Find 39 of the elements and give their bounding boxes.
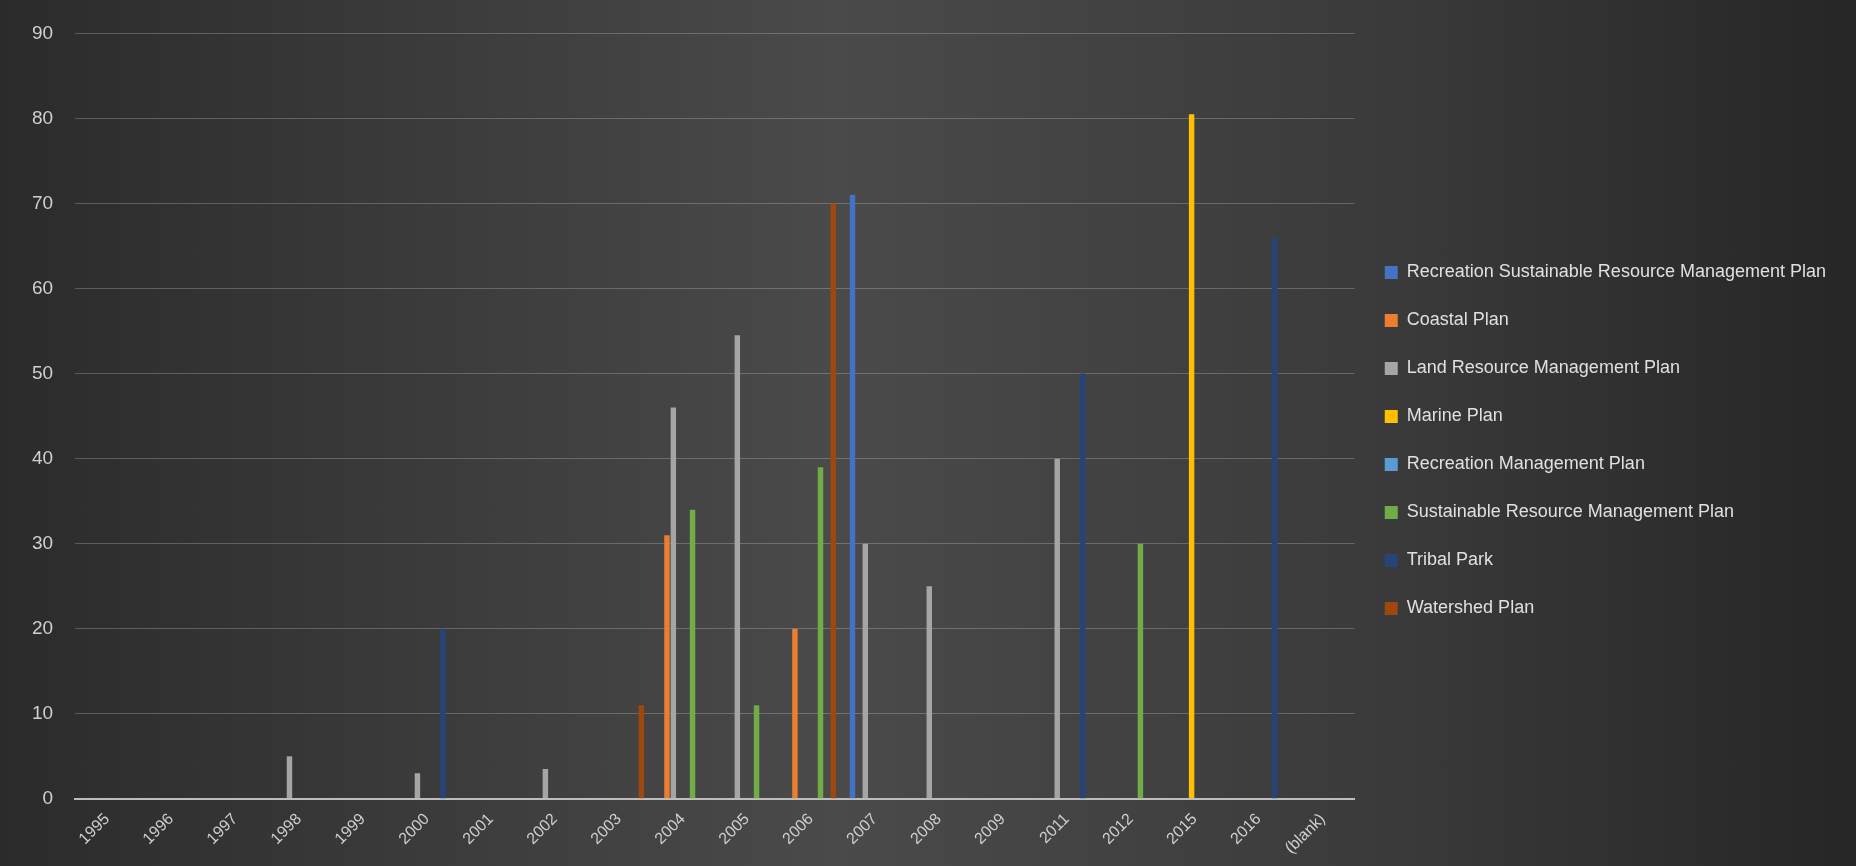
bar <box>689 509 696 799</box>
y-tick-label: 60 <box>31 276 54 298</box>
bar <box>1054 458 1060 799</box>
legend-label: Sustainable Resource Management Plan <box>1406 501 1734 522</box>
bar <box>414 773 421 799</box>
y-tick-label: 50 <box>31 361 54 383</box>
y-tick-label: 10 <box>31 702 54 724</box>
y-tick-label: 0 <box>42 787 54 809</box>
legend-label: Tribal Park <box>1406 549 1495 570</box>
bar <box>1137 543 1144 799</box>
y-tick-label: 40 <box>31 446 54 468</box>
legend-label: Land Resource Management Plan <box>1406 357 1680 378</box>
bar <box>862 543 869 799</box>
bar <box>830 203 837 799</box>
y-tick-label: 30 <box>31 531 54 553</box>
bar <box>1188 114 1195 799</box>
legend-label: Recreation Management Plan <box>1406 453 1645 474</box>
legend-label: Marine Plan <box>1406 405 1503 426</box>
bar <box>792 628 798 799</box>
bar <box>849 194 856 799</box>
bar <box>542 769 549 799</box>
bar <box>286 756 293 799</box>
y-tick-label: 20 <box>31 616 54 638</box>
legend-label: Watershed Plan <box>1406 597 1535 618</box>
bar <box>926 586 932 799</box>
bar <box>440 628 446 799</box>
bar <box>1272 237 1278 799</box>
bar <box>753 705 760 799</box>
legend-label: Coastal Plan <box>1406 309 1509 330</box>
y-tick-label: 90 <box>31 21 54 43</box>
bar <box>734 335 741 799</box>
bar <box>664 535 670 799</box>
legend-label: Recreation Sustainable Resource Management Plan <box>1406 261 1826 282</box>
y-tick-label: 70 <box>31 191 54 213</box>
bar <box>1080 373 1086 799</box>
bar <box>670 407 677 799</box>
bar <box>638 705 645 799</box>
bar <box>817 467 824 799</box>
y-tick-label: 80 <box>31 106 54 128</box>
